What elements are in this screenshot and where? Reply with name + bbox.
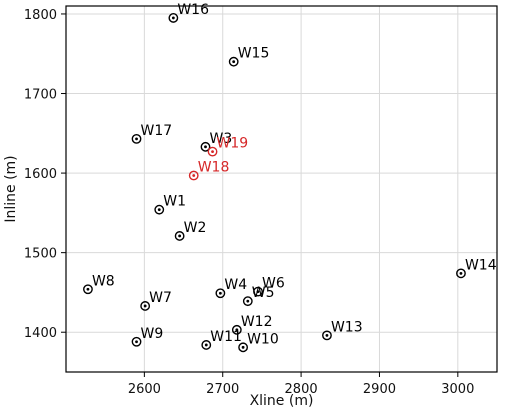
point-marker-dot	[204, 343, 208, 347]
data-point-w7: W7	[140, 290, 172, 311]
point-marker-ring	[168, 13, 179, 23]
x-tick-label: 3000	[441, 382, 474, 397]
point-label: W7	[149, 290, 172, 306]
data-point-w12: W12	[231, 314, 273, 335]
x-tick-label: 2800	[285, 382, 318, 397]
point-label: W3	[209, 131, 232, 147]
point-marker-ring	[131, 336, 142, 347]
point-marker-dot	[459, 271, 463, 275]
plot-frame	[65, 5, 498, 373]
point-label: W10	[247, 331, 279, 347]
point-marker-ring	[322, 330, 332, 341]
point-marker-ring	[83, 284, 93, 295]
data-point-w1: W1	[154, 194, 186, 215]
point-label: W6	[262, 276, 285, 292]
y-tick-label: 1700	[24, 88, 57, 103]
point-label: W5	[252, 285, 275, 301]
point-marker-ring	[242, 296, 253, 307]
point-label: W14	[465, 257, 497, 273]
data-point-w4: W4	[215, 277, 247, 299]
point-label: W1	[163, 194, 186, 210]
data-point-w16: W16	[168, 2, 209, 23]
data-point-w14: W14	[456, 257, 497, 279]
point-marker-ring	[238, 342, 249, 353]
point-label: W13	[331, 319, 363, 335]
point-marker-ring	[207, 146, 218, 157]
x-axis-label: Xline (m)	[250, 393, 314, 409]
point-marker-dot	[157, 208, 161, 212]
data-point-w3: W3	[200, 131, 232, 152]
point-label: W8	[92, 273, 115, 289]
point-marker-ring	[140, 301, 151, 311]
x-tick-label: 2700	[206, 382, 239, 397]
data-point-w19: W19	[207, 136, 249, 157]
point-label: W16	[177, 2, 209, 18]
data-point-w8: W8	[83, 273, 115, 295]
point-marker-dot	[218, 291, 222, 295]
point-marker-dot	[171, 16, 175, 20]
data-point-w5: W5	[242, 285, 275, 307]
data-point-w17: W17	[131, 123, 173, 144]
data-point-w9: W9	[131, 326, 164, 347]
y-tick-label: 1500	[24, 247, 57, 262]
point-marker-dot	[246, 299, 250, 303]
x-tick-label: 2900	[363, 382, 396, 397]
point-marker-dot	[325, 334, 329, 337]
data-point-w11: W11	[201, 329, 242, 350]
point-label: W15	[238, 46, 270, 62]
point-marker-ring	[456, 268, 466, 279]
point-marker-ring	[131, 133, 142, 144]
point-marker-dot	[232, 60, 236, 64]
y-tick-label: 1600	[24, 167, 57, 182]
point-marker-ring	[253, 286, 263, 297]
data-point-w15: W15	[228, 46, 270, 67]
point-label: W4	[224, 277, 247, 293]
y-axis-label: Inline (m)	[3, 155, 19, 222]
point-label: W17	[141, 123, 173, 139]
point-marker-dot	[178, 234, 182, 238]
x-tick-label: 2600	[128, 382, 161, 397]
ticks: 2600 2700 2800 2900 3000 1400 1500 1600 1700 1800	[24, 8, 474, 397]
point-marker-ring	[201, 340, 212, 350]
point-marker-dot	[256, 290, 260, 294]
point-marker-dot	[143, 304, 147, 308]
point-marker-ring	[231, 324, 242, 335]
point-marker-dot	[86, 287, 90, 291]
y-tick-label: 1400	[24, 326, 57, 341]
point-marker-ring	[215, 288, 226, 299]
data-point-w13: W13	[322, 319, 363, 341]
point-marker-dot	[192, 174, 196, 177]
point-label: W9	[141, 326, 164, 342]
point-label: W11	[210, 329, 242, 345]
data-point-w2: W2	[174, 220, 207, 241]
point-marker-ring	[188, 170, 199, 181]
point-marker-dot	[135, 137, 138, 141]
grid	[66, 6, 497, 372]
y-tick-label: 1800	[24, 8, 57, 23]
point-label: W2	[184, 220, 207, 236]
data-point-w6: W6	[253, 276, 285, 297]
point-marker-dot	[211, 150, 214, 154]
point-marker-ring	[174, 231, 185, 241]
point-label: W19	[217, 136, 249, 152]
point-marker-dot	[204, 145, 207, 149]
point-marker-dot	[135, 340, 138, 344]
point-marker-ring	[228, 56, 239, 67]
data-point-w18: W18	[188, 159, 230, 181]
point-label: W12	[241, 314, 273, 330]
point-marker-ring	[154, 204, 165, 215]
point-marker-dot	[235, 328, 239, 332]
point-marker-ring	[200, 141, 211, 152]
data-point-w10: W10	[238, 331, 279, 353]
point-label: W18	[198, 159, 230, 175]
point-marker-dot	[241, 345, 245, 349]
